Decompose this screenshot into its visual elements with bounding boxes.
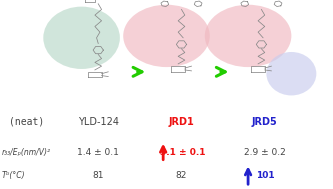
Text: r₃₃/Eₚ(nm/V)²: r₃₃/Eₚ(nm/V)²: [2, 148, 51, 157]
Ellipse shape: [205, 5, 291, 67]
Text: 81: 81: [93, 171, 104, 180]
Text: JRD1: JRD1: [168, 117, 194, 127]
Text: 1.4 ± 0.1: 1.4 ± 0.1: [77, 148, 119, 157]
Text: 3.1 ± 0.1: 3.1 ± 0.1: [161, 148, 206, 157]
Text: 101: 101: [256, 171, 275, 180]
Text: YLD-124: YLD-124: [78, 117, 119, 127]
Text: JRD5: JRD5: [252, 117, 278, 127]
Text: (neat): (neat): [9, 117, 44, 127]
Ellipse shape: [123, 5, 210, 67]
Ellipse shape: [43, 7, 120, 69]
Text: 2.9 ± 0.2: 2.9 ± 0.2: [244, 148, 286, 157]
Ellipse shape: [266, 52, 316, 95]
Text: 82: 82: [176, 171, 187, 180]
Text: Tᴳ(°C): Tᴳ(°C): [2, 171, 25, 180]
